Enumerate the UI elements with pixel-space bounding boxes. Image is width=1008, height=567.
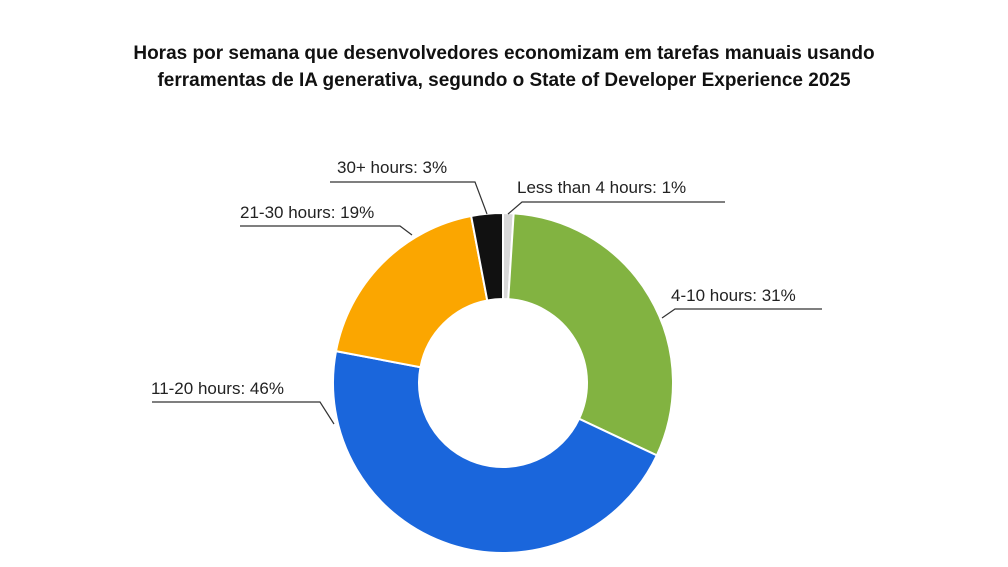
- slice-label-21-30: 21-30 hours: 19%: [240, 203, 413, 236]
- slice-30-plus: [469, 211, 504, 302]
- slice-21-30: [334, 214, 489, 369]
- leader-line-30-plus: [330, 181, 488, 215]
- leader-line-11-20: [152, 401, 335, 425]
- slice-label-4-10: 4-10 hours: 31%: [661, 286, 822, 319]
- leader-line-less-than-4: [507, 201, 725, 215]
- donut-slices: [332, 211, 674, 555]
- slice-11-20: [332, 349, 659, 555]
- slice-label-11-20: 11-20 hours: 46%: [151, 379, 335, 425]
- chart-title: Horas por semana que desenvolvedores eco…: [0, 40, 1008, 94]
- label-4-10: 4-10 hours: 31%: [671, 286, 796, 305]
- leader-line-4-10: [661, 308, 822, 319]
- label-11-20: 11-20 hours: 46%: [151, 379, 284, 398]
- chart-title-line-2: ferramentas de IA generativa, segundo o …: [157, 70, 851, 91]
- label-21-30: 21-30 hours: 19%: [240, 203, 374, 222]
- leader-line-21-30: [240, 225, 413, 236]
- slice-label-30-plus: 30+ hours: 3%: [330, 158, 488, 215]
- slice-4-10: [507, 212, 674, 457]
- label-30-plus: 30+ hours: 3%: [337, 158, 447, 177]
- chart-title-line-1: Horas por semana que desenvolvedores eco…: [133, 43, 875, 64]
- slice-label-less-than-4: Less than 4 hours: 1%: [507, 178, 725, 215]
- label-less-than-4: Less than 4 hours: 1%: [517, 178, 686, 197]
